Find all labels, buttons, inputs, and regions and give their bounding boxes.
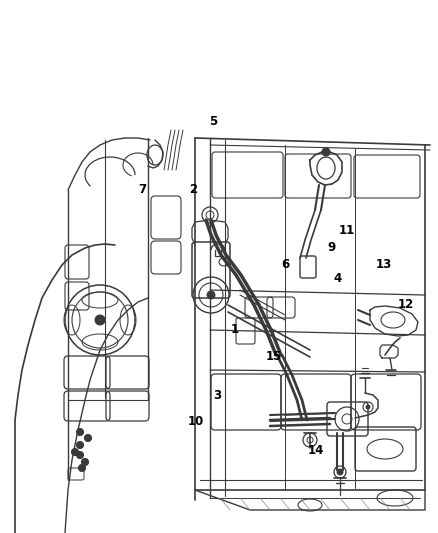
- Text: 6: 6: [281, 259, 289, 271]
- Text: 5: 5: [208, 115, 216, 128]
- Text: 10: 10: [187, 415, 204, 427]
- Circle shape: [76, 429, 83, 435]
- Circle shape: [336, 469, 342, 475]
- Text: 14: 14: [307, 444, 324, 457]
- Text: 7: 7: [138, 183, 146, 196]
- Circle shape: [95, 315, 105, 325]
- Text: 3: 3: [213, 389, 221, 402]
- Circle shape: [78, 464, 85, 472]
- Circle shape: [84, 434, 91, 441]
- Circle shape: [81, 458, 88, 465]
- Text: 2: 2: [189, 183, 197, 196]
- Circle shape: [71, 448, 78, 456]
- Text: 9: 9: [327, 241, 335, 254]
- Circle shape: [365, 405, 369, 409]
- Text: 12: 12: [397, 298, 413, 311]
- Text: 15: 15: [265, 350, 282, 362]
- Text: 4: 4: [333, 272, 341, 285]
- Circle shape: [76, 451, 83, 458]
- Text: 1: 1: [230, 323, 238, 336]
- Circle shape: [321, 148, 329, 156]
- Circle shape: [207, 291, 215, 299]
- Text: 13: 13: [375, 259, 392, 271]
- Circle shape: [76, 441, 83, 448]
- Text: 11: 11: [338, 224, 354, 237]
